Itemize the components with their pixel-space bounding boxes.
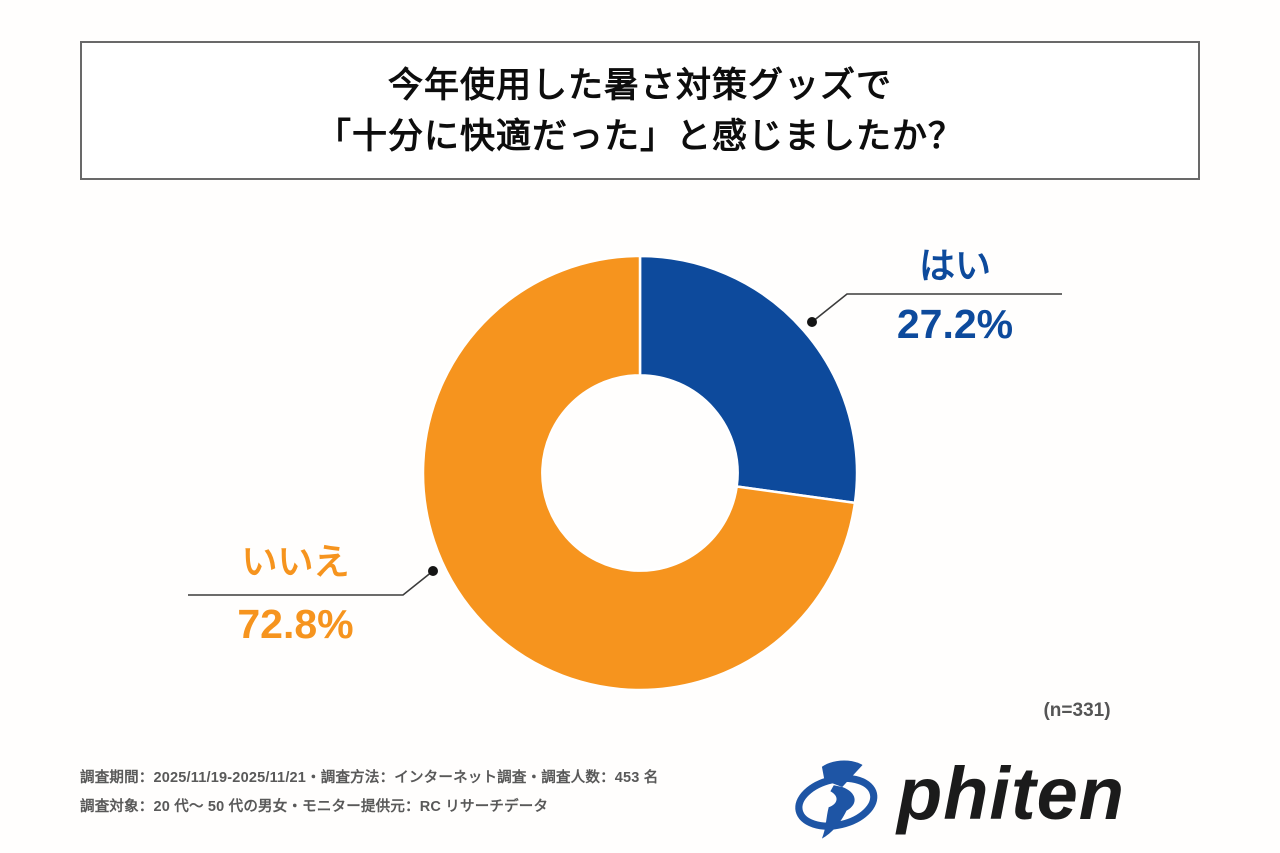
footnote-line-1: 調査期間：2025/11/19-2025/11/21・調査方法：インターネット調… [80, 770, 659, 786]
phiten-logo: phiten [794, 752, 1125, 844]
survey-footnote: 調査期間：2025/11/19-2025/11/21・調査方法：インターネット調… [80, 764, 659, 822]
donut-slice-いいえ [421, 254, 857, 692]
title-box: 今年使用した暑さ対策グッズで 「十分に快適だった」と感じましたか？ [80, 41, 1200, 180]
footnote-line-2: 調査対象：20 代〜 50 代の男女・モニター提供元：RC リサーチデータ [80, 799, 549, 815]
slice-label-yes-value: 27.2% [896, 301, 1014, 347]
donut-slice-はい [638, 254, 859, 505]
phiten-phi-swoosh-icon [795, 760, 878, 839]
slice-label-yes-name: はい [918, 245, 991, 286]
donut-chart [421, 254, 859, 692]
slice-label-no-value: 72.8% [237, 601, 354, 647]
page-title-line-2: 「十分に快適だった」と感じましたか？ [315, 116, 964, 156]
slice-label-no-name: いいえ [241, 541, 350, 582]
phiten-wordmark: phiten [897, 752, 1125, 835]
sample-size-label: (n=331) [1043, 700, 1111, 721]
page-title-line-1: 今年使用した暑さ対策グッズで [387, 65, 892, 105]
